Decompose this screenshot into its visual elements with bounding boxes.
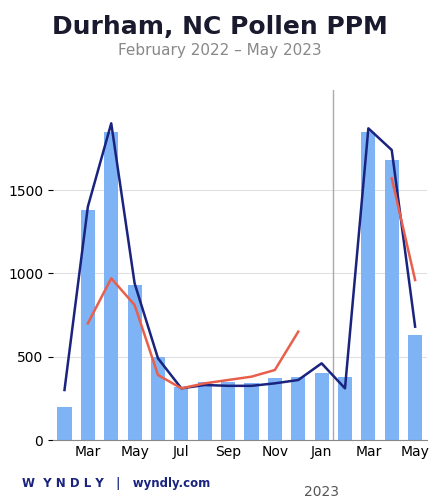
Text: W  Y N D L Y   |   wyndly.com: W Y N D L Y | wyndly.com xyxy=(22,477,210,490)
Bar xyxy=(104,132,118,440)
Bar xyxy=(151,356,165,440)
Text: 2023: 2023 xyxy=(304,486,339,500)
Text: Durham, NC Pollen PPM: Durham, NC Pollen PPM xyxy=(52,15,388,39)
Bar xyxy=(338,376,352,440)
Bar xyxy=(385,160,399,440)
Bar xyxy=(408,335,422,440)
Bar xyxy=(58,406,72,440)
Bar xyxy=(361,132,375,440)
Bar xyxy=(245,384,259,440)
Bar xyxy=(291,376,305,440)
Bar xyxy=(221,382,235,440)
Bar xyxy=(128,285,142,440)
Text: February 2022 – May 2023: February 2022 – May 2023 xyxy=(118,42,322,58)
Bar xyxy=(174,386,188,440)
Legend: Durham Average PPM, Average PPM Across North Carolina, Average PPM Across USA: Durham Average PPM, Average PPM Across N… xyxy=(13,0,440,6)
Bar xyxy=(81,210,95,440)
Bar xyxy=(198,382,212,440)
Bar xyxy=(315,374,329,440)
Bar xyxy=(268,378,282,440)
